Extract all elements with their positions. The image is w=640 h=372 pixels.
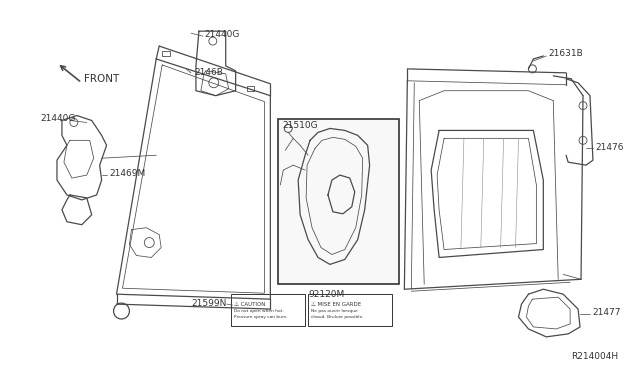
Bar	[278, 119, 399, 284]
Text: 21469M: 21469M	[109, 169, 146, 177]
Text: 21440G: 21440G	[40, 114, 76, 123]
Text: Ne pas ouvrir lorsque: Ne pas ouvrir lorsque	[311, 309, 358, 313]
Bar	[162, 51, 170, 56]
Text: 21440G: 21440G	[204, 30, 239, 39]
Text: FRONT: FRONT	[84, 74, 119, 84]
Text: ⚠ CAUTION: ⚠ CAUTION	[234, 302, 265, 307]
Text: chaud. Brulure possible.: chaud. Brulure possible.	[311, 315, 364, 319]
Text: ⚠ MISE EN GARDE: ⚠ MISE EN GARDE	[311, 302, 361, 307]
Text: 21631B: 21631B	[548, 48, 583, 58]
Text: 21477: 21477	[592, 308, 620, 317]
Bar	[230, 294, 305, 326]
Bar	[308, 294, 392, 326]
Bar	[246, 86, 255, 91]
Text: 21476: 21476	[595, 143, 623, 152]
Text: 21599N: 21599N	[191, 299, 227, 308]
Text: Pressure spray can burn.: Pressure spray can burn.	[234, 315, 287, 319]
Text: 2146B: 2146B	[194, 68, 223, 77]
Text: Do not open when hot.: Do not open when hot.	[234, 309, 284, 313]
Text: R214004H: R214004H	[571, 352, 618, 361]
Text: 21510G: 21510G	[282, 121, 318, 130]
Text: 92120M: 92120M	[308, 290, 344, 299]
